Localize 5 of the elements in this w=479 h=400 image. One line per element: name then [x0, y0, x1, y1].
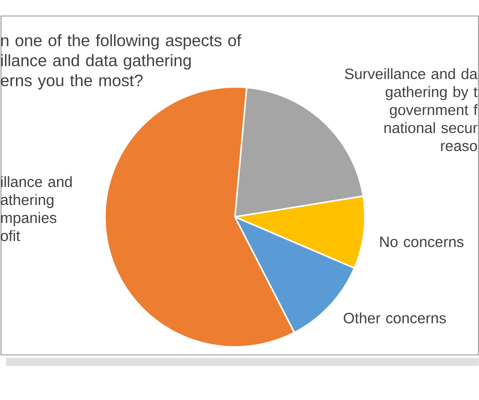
chart-title: n one of the following aspects of illance and data gathering erns you the most?: [0, 34, 242, 90]
slice-label: Surveillance and da gathering by t government f national secur reaso: [344, 68, 478, 152]
slice-label: No concerns: [380, 236, 464, 248]
slice-label: illance and athering mpanies ofit: [0, 176, 72, 242]
slice-label: Other concerns: [344, 312, 446, 324]
